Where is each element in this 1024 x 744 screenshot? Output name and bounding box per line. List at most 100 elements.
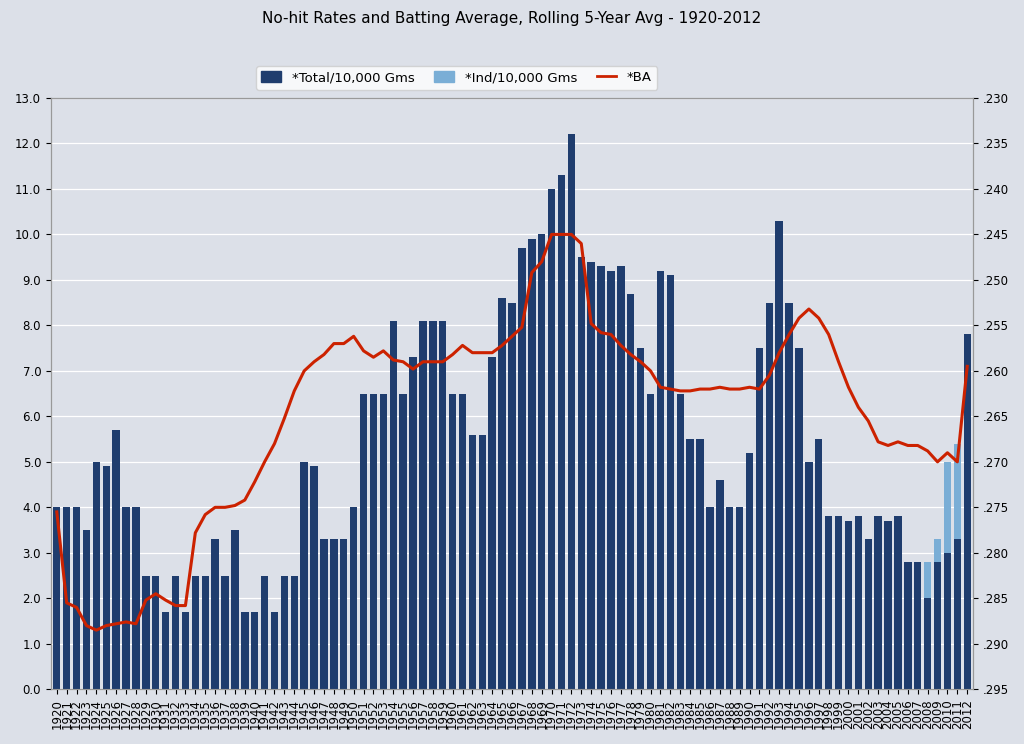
Bar <box>231 612 239 689</box>
Bar <box>478 434 486 689</box>
Bar <box>211 539 219 689</box>
Bar <box>241 612 249 689</box>
Bar <box>775 462 783 689</box>
Bar <box>745 507 754 689</box>
Bar <box>874 516 882 689</box>
Bar <box>707 507 714 689</box>
Bar <box>191 612 199 689</box>
Bar <box>122 507 130 689</box>
Bar <box>637 348 644 689</box>
Bar <box>845 521 852 689</box>
Bar <box>656 439 665 689</box>
Bar <box>221 612 228 689</box>
Bar <box>726 507 733 689</box>
Bar <box>656 271 665 689</box>
Bar <box>716 480 724 689</box>
Bar <box>745 453 754 689</box>
Legend: *Total/10,000 Gms, *Ind/10,000 Gms, *BA: *Total/10,000 Gms, *Ind/10,000 Gms, *BA <box>256 66 657 90</box>
Bar <box>617 266 625 689</box>
Bar <box>142 612 150 689</box>
Bar <box>667 275 674 689</box>
Bar <box>548 189 555 689</box>
Bar <box>964 407 971 689</box>
Bar <box>429 321 436 689</box>
Bar <box>677 394 684 689</box>
Bar <box>380 394 387 689</box>
Bar <box>241 612 249 689</box>
Bar <box>885 521 892 689</box>
Bar <box>825 516 833 689</box>
Bar <box>538 234 546 689</box>
Bar <box>281 612 288 689</box>
Bar <box>300 462 308 689</box>
Bar <box>647 394 654 689</box>
Bar <box>686 484 694 689</box>
Bar <box>172 612 179 689</box>
Bar <box>864 539 872 689</box>
Bar <box>281 576 288 689</box>
Bar <box>934 562 941 689</box>
Bar <box>142 576 150 689</box>
Bar <box>102 576 110 689</box>
Bar <box>588 262 595 689</box>
Bar <box>439 321 446 689</box>
Bar <box>953 539 962 689</box>
Bar <box>469 434 476 689</box>
Bar <box>221 576 228 689</box>
Bar <box>508 303 516 689</box>
Bar <box>172 576 179 689</box>
Bar <box>291 576 298 689</box>
Bar <box>181 612 189 689</box>
Bar <box>597 266 605 689</box>
Bar <box>113 430 120 689</box>
Bar <box>726 516 733 689</box>
Bar <box>152 576 160 689</box>
Bar <box>756 348 763 689</box>
Bar <box>716 480 724 689</box>
Bar <box>122 576 130 689</box>
Bar <box>459 394 466 689</box>
Bar <box>231 530 239 689</box>
Bar <box>499 298 506 689</box>
Bar <box>785 303 793 689</box>
Bar <box>538 234 546 689</box>
Bar <box>558 176 565 689</box>
Bar <box>796 348 803 689</box>
Bar <box>370 394 377 689</box>
Bar <box>686 439 694 689</box>
Bar <box>736 516 743 689</box>
Bar <box>874 516 882 689</box>
Bar <box>696 484 703 689</box>
Bar <box>291 576 298 689</box>
Bar <box>340 539 347 689</box>
Bar <box>567 135 575 689</box>
Bar <box>429 321 436 689</box>
Bar <box>488 357 496 689</box>
Bar <box>707 507 714 689</box>
Bar <box>855 516 862 689</box>
Bar <box>953 443 962 689</box>
Bar <box>944 553 951 689</box>
Bar <box>439 321 446 689</box>
Bar <box>330 539 338 689</box>
Bar <box>864 539 872 689</box>
Bar <box>399 394 407 689</box>
Bar <box>410 357 417 689</box>
Bar <box>528 239 536 689</box>
Bar <box>469 434 476 689</box>
Bar <box>736 507 743 689</box>
Bar <box>607 271 614 689</box>
Bar <box>894 516 902 689</box>
Bar <box>181 612 189 689</box>
Bar <box>83 530 90 689</box>
Bar <box>488 357 496 689</box>
Bar <box>83 612 90 689</box>
Bar <box>964 335 971 689</box>
Bar <box>627 294 635 689</box>
Bar <box>330 539 338 689</box>
Bar <box>805 462 813 689</box>
Bar <box>904 562 911 689</box>
Bar <box>370 394 377 689</box>
Bar <box>567 166 575 689</box>
Bar <box>499 298 506 689</box>
